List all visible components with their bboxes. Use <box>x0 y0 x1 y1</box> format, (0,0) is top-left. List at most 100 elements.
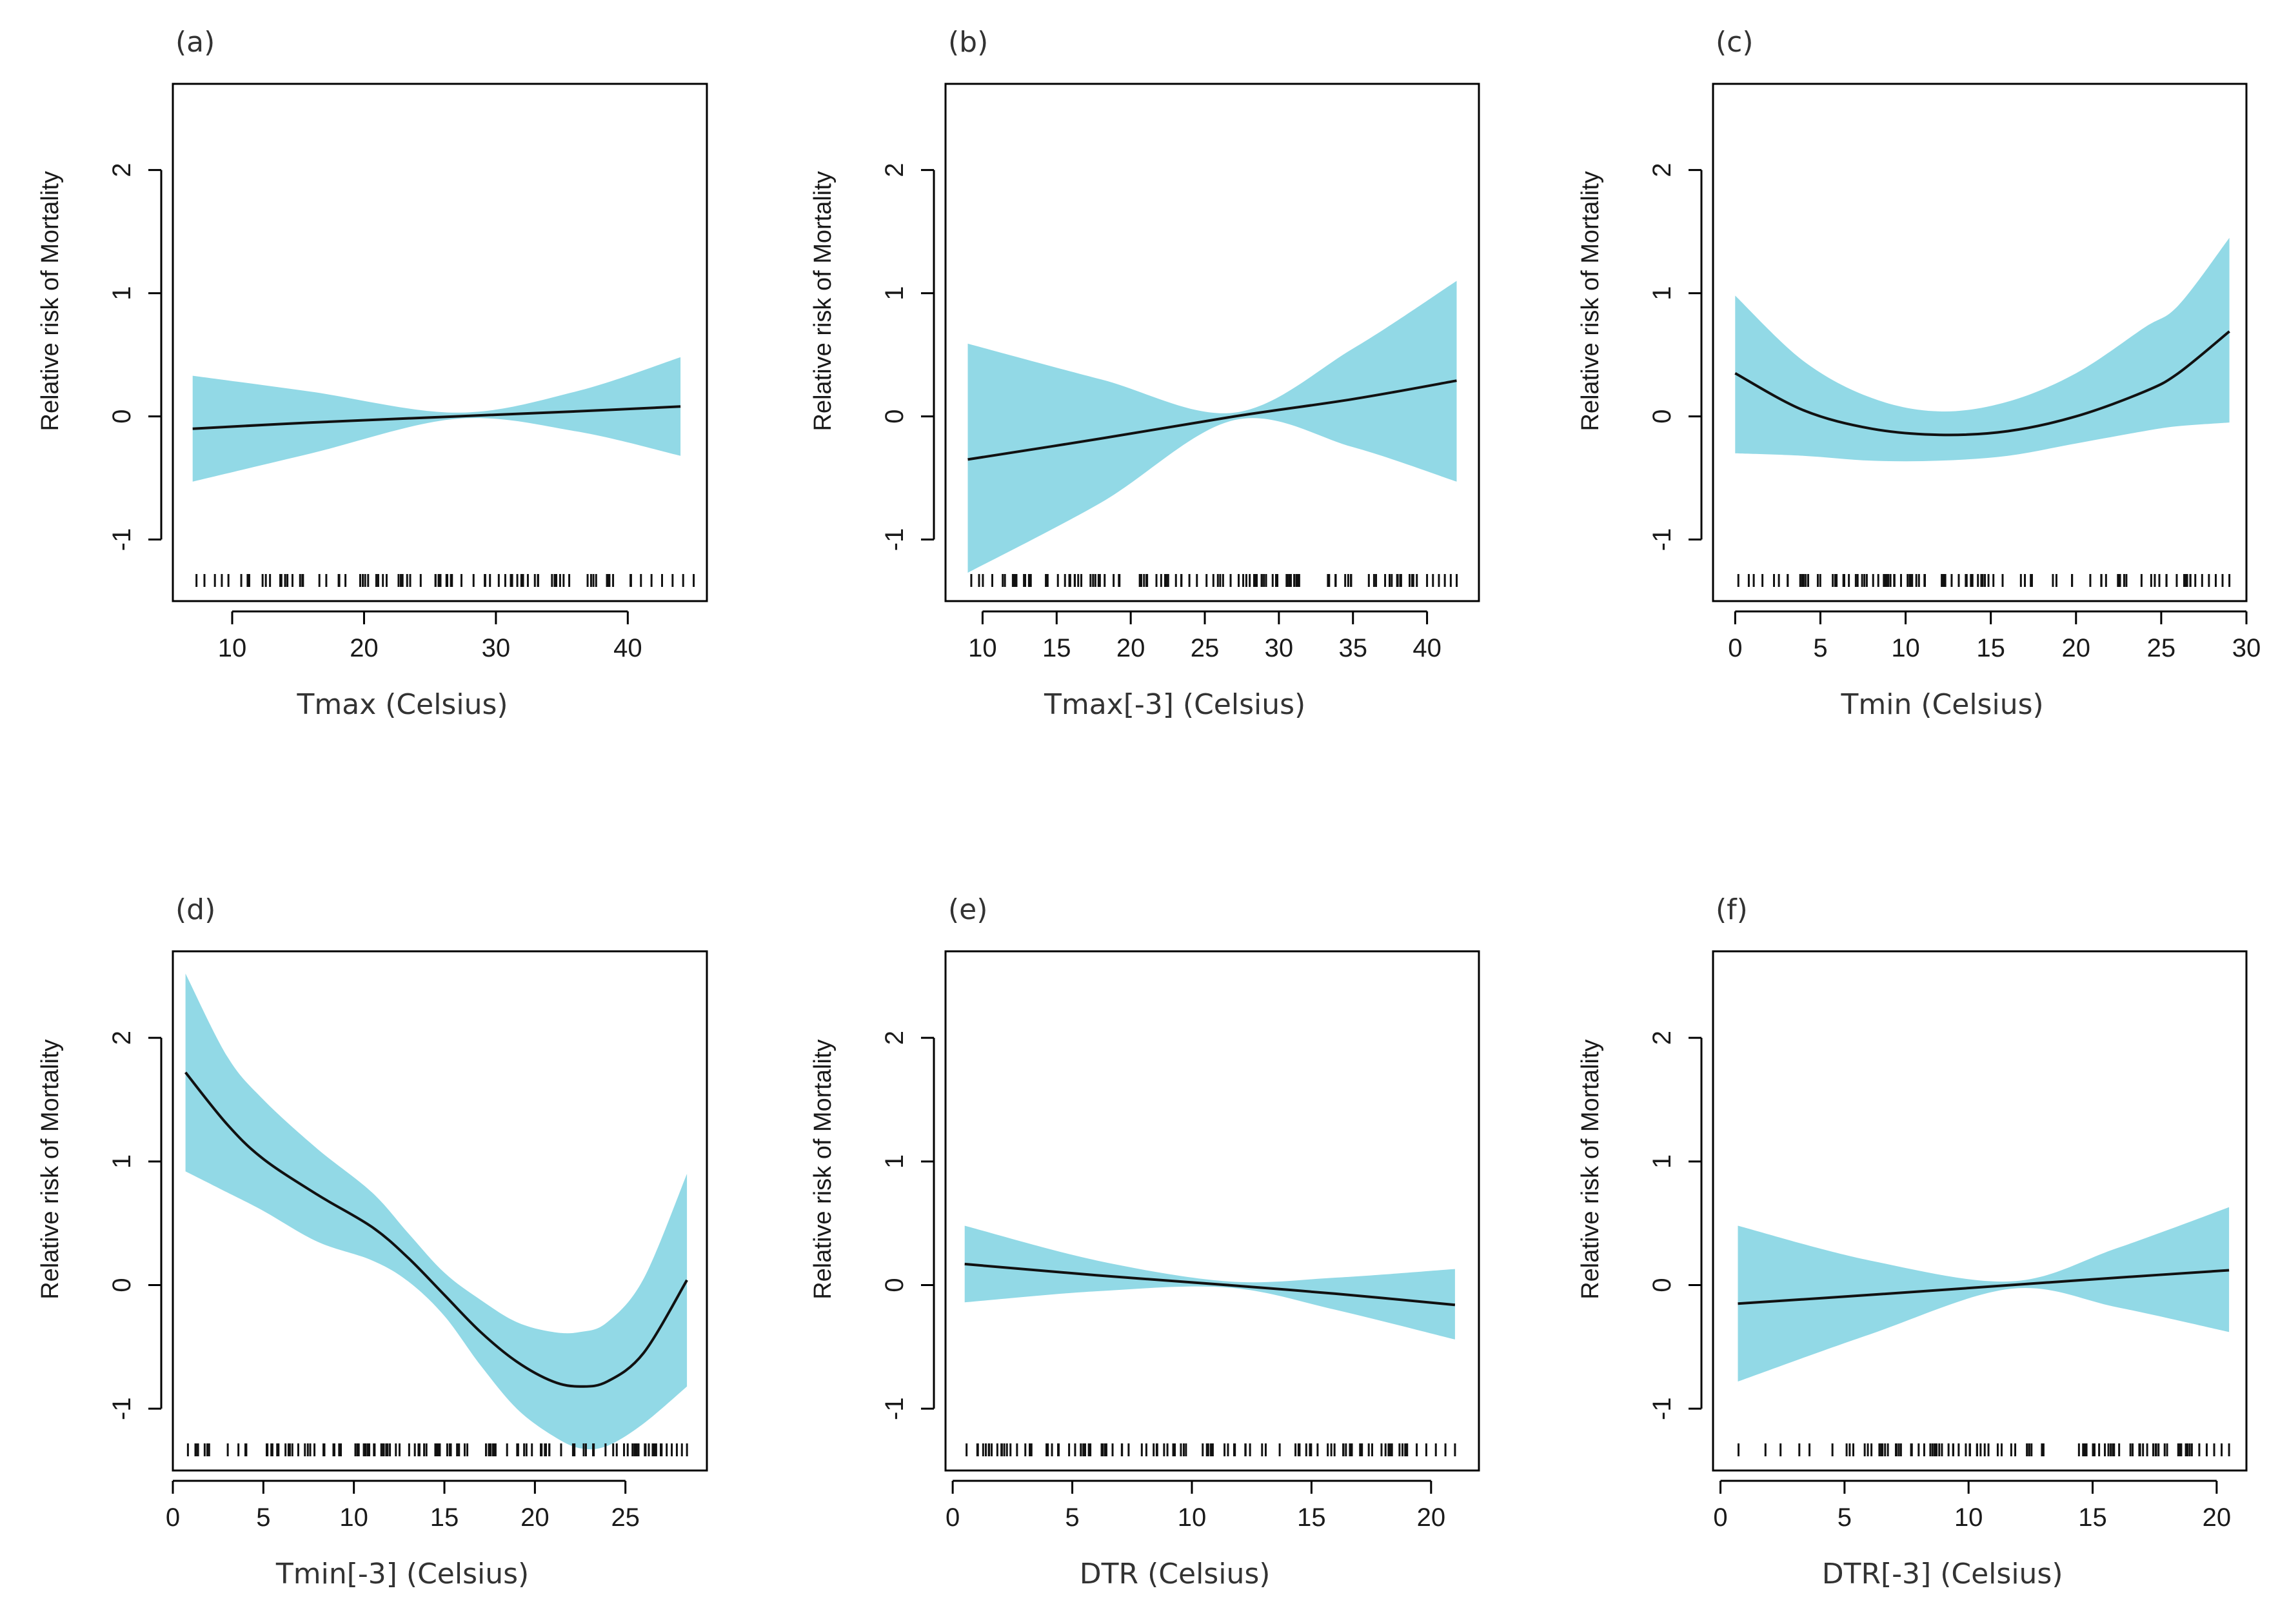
x-tick-label: 35 <box>1338 634 1367 662</box>
x-tick-label: 30 <box>1265 634 1294 662</box>
x-axis: 10 20 30 40 <box>218 610 642 662</box>
x-tick-label: 25 <box>2147 634 2176 662</box>
x-axis: 0 5 10 15 20 <box>946 1480 1445 1532</box>
x-axis-label: Tmin[-3] (Celsius) <box>275 1558 529 1590</box>
x-tick-label: 0 <box>166 1503 180 1532</box>
panel-label: (d) <box>175 893 215 926</box>
x-tick-label: 5 <box>1838 1503 1852 1532</box>
x-axis: 0 5 10 15 20 25 <box>166 1480 640 1532</box>
x-tick-label: 20 <box>2062 634 2091 662</box>
panel-label: (f) <box>1716 893 1748 926</box>
y-tick-label: 0 <box>880 1278 909 1292</box>
y-tick-label: 0 <box>1648 409 1676 423</box>
fitted-curve <box>192 405 681 430</box>
x-tick-label: 40 <box>613 634 642 662</box>
x-tick-label: 5 <box>1065 1503 1079 1532</box>
y-tick-label: 1 <box>880 286 909 300</box>
panel-label: (c) <box>1716 26 1754 59</box>
y-tick-label: 2 <box>1648 1031 1676 1045</box>
x-axis: 10 15 20 25 30 35 40 <box>968 610 1442 662</box>
y-tick-label: 0 <box>108 1278 136 1292</box>
x-tick-label: 10 <box>1891 634 1920 662</box>
y-axis: -1 0 1 2 <box>1648 163 1703 551</box>
x-tick-label: 10 <box>339 1503 368 1532</box>
plot-frame <box>944 83 1480 602</box>
rug-plot <box>966 1443 1456 1456</box>
x-tick-label: 30 <box>482 634 511 662</box>
y-axis-label: Relative risk of Mortality <box>809 171 837 431</box>
fitted-curve <box>967 379 1457 461</box>
x-tick-label: 0 <box>1728 634 1742 662</box>
y-tick-label: 2 <box>880 1031 909 1045</box>
fitted-curve <box>964 1262 1456 1307</box>
x-axis-label: DTR[-3] (Celsius) <box>1822 1558 2063 1590</box>
x-tick-label: 15 <box>1976 634 2005 662</box>
x-tick-label: 15 <box>430 1503 459 1532</box>
x-tick-label: 0 <box>946 1503 960 1532</box>
x-tick-label: 20 <box>350 634 379 662</box>
fitted-curve <box>1738 1269 2230 1305</box>
plot-frame <box>1712 950 2248 1472</box>
y-axis: -1 0 1 2 <box>108 163 163 551</box>
x-tick-label: 25 <box>1191 634 1220 662</box>
panel-f: 0 5 10 15 20 -1 0 1 2 Relative risk of Mortality D… <box>1577 893 2248 1590</box>
y-tick-label: 2 <box>108 1031 136 1045</box>
y-tick-label: 0 <box>1648 1278 1676 1292</box>
fitted-curve <box>184 1071 688 1388</box>
panel-b: 10 15 20 25 30 35 40 -1 0 1 2 Relative risk of Mort… <box>809 26 1480 721</box>
y-tick-label: -1 <box>880 528 909 551</box>
y-axis-label: Relative risk of Mortality <box>1577 1039 1604 1299</box>
y-axis: -1 0 1 2 <box>108 1031 163 1420</box>
plot-frame <box>944 950 1480 1472</box>
y-axis-label: Relative risk of Mortality <box>37 1039 64 1299</box>
y-tick-label: 2 <box>880 163 909 177</box>
panel-d: 0 5 10 15 20 25 -1 0 1 2 Relative risk of Mortalit… <box>37 893 708 1590</box>
x-tick-label: 25 <box>611 1503 640 1532</box>
x-tick-label: 15 <box>1297 1503 1326 1532</box>
rug-plot <box>970 574 1458 587</box>
rug-plot <box>195 574 695 587</box>
plot-frame <box>172 83 708 602</box>
rug-plot <box>1737 574 2231 587</box>
panel-label: (b) <box>948 26 988 59</box>
panel-label: (e) <box>948 893 987 926</box>
panel-a: 10 20 30 40 -1 0 1 2 Relative risk of Mortality T… <box>37 26 708 721</box>
confidence-band <box>1738 1207 2230 1381</box>
y-axis-label: Relative risk of Mortality <box>809 1039 837 1299</box>
x-tick-label: 10 <box>1178 1503 1207 1532</box>
x-tick-label: 5 <box>256 1503 270 1532</box>
y-tick-label: 0 <box>108 409 136 423</box>
y-tick-label: -1 <box>1648 1397 1676 1420</box>
confidence-band <box>192 357 681 482</box>
y-tick-label: -1 <box>1648 528 1676 551</box>
y-axis: -1 0 1 2 <box>880 1031 935 1420</box>
y-tick-label: 2 <box>1648 163 1676 177</box>
x-axis: 0 5 10 15 20 25 30 <box>1728 610 2261 662</box>
rug-plot <box>1737 1443 2230 1456</box>
x-tick-label: 20 <box>520 1503 550 1532</box>
rug-plot <box>186 1443 688 1456</box>
y-axis-label: Relative risk of Mortality <box>1577 171 1604 431</box>
y-tick-label: 1 <box>1648 286 1676 300</box>
x-tick-label: 20 <box>2203 1503 2232 1532</box>
y-tick-label: -1 <box>108 528 136 551</box>
x-tick-label: 40 <box>1412 634 1442 662</box>
x-axis-label: Tmin (Celsius) <box>1841 688 2044 721</box>
x-tick-label: 10 <box>1954 1503 1983 1532</box>
y-tick-label: 1 <box>880 1154 909 1169</box>
confidence-band <box>185 973 688 1450</box>
x-axis-label: Tmax (Celsius) <box>297 688 508 721</box>
y-axis: -1 0 1 2 <box>1648 1031 1703 1420</box>
x-axis-label: DTR (Celsius) <box>1080 1558 1271 1590</box>
y-tick-label: -1 <box>880 1397 909 1420</box>
x-axis: 0 5 10 15 20 <box>1713 1480 2232 1532</box>
y-tick-label: -1 <box>108 1397 136 1420</box>
x-tick-label: 30 <box>2232 634 2261 662</box>
y-tick-label: 2 <box>108 163 136 177</box>
x-tick-label: 15 <box>1042 634 1071 662</box>
x-tick-label: 0 <box>1713 1503 1727 1532</box>
y-axis: -1 0 1 2 <box>880 163 935 551</box>
panel-c: 0 5 10 15 20 25 30 -1 0 1 2 Relative risk of Mortal… <box>1577 26 2261 721</box>
